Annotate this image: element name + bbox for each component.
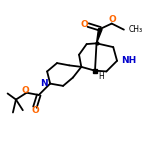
Text: O: O xyxy=(22,86,30,95)
Text: CH₃: CH₃ xyxy=(128,25,143,34)
Text: H: H xyxy=(98,72,104,81)
Text: O: O xyxy=(32,106,40,116)
Text: O: O xyxy=(109,15,116,24)
Polygon shape xyxy=(97,28,102,43)
Text: N: N xyxy=(40,79,48,88)
Text: NH: NH xyxy=(121,56,136,65)
Text: O: O xyxy=(81,20,88,29)
